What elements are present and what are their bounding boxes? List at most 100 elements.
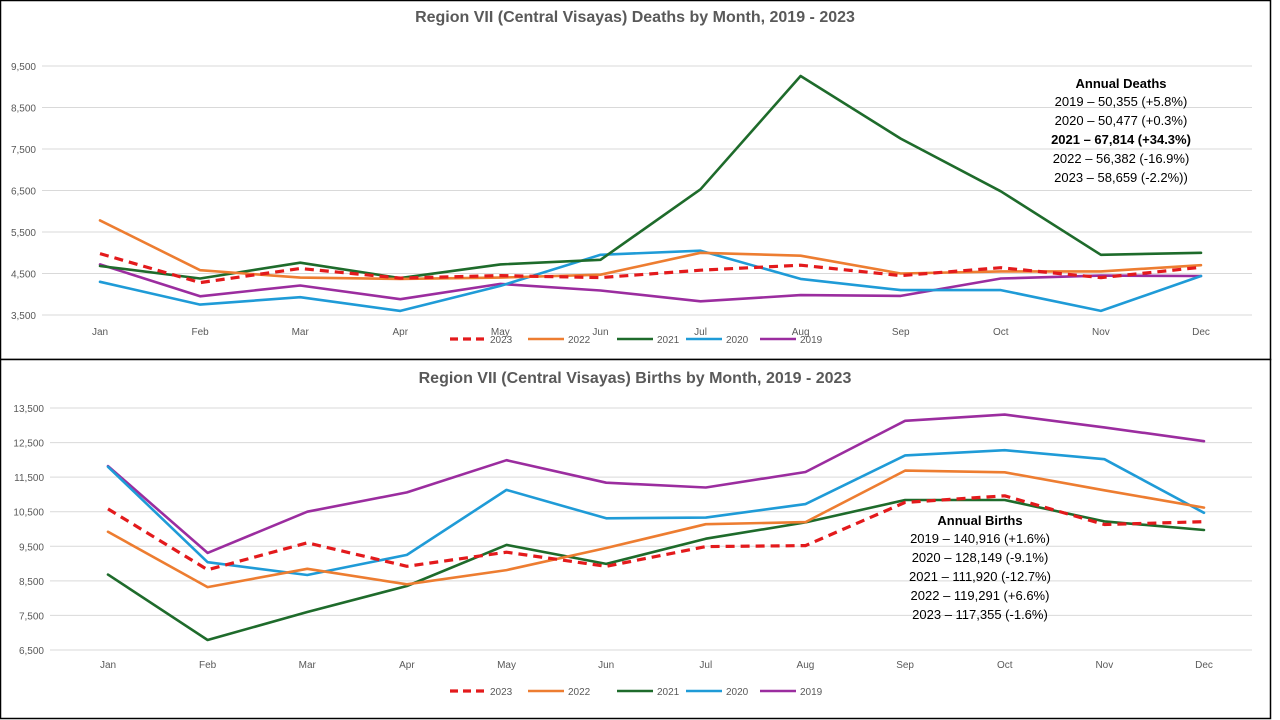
data-point-2023-May xyxy=(505,550,509,554)
data-point-2020-Jan xyxy=(106,465,110,469)
legend-label: 2019 xyxy=(800,335,823,346)
data-point-2021-Jul xyxy=(704,537,708,541)
data-point-2023-Jul xyxy=(704,545,708,549)
data-point-2022-Jan xyxy=(98,218,102,222)
data-point-2020-Aug xyxy=(803,502,807,506)
annotation-line: 2019 – 50,355 (+5.8%) xyxy=(1055,94,1188,109)
data-point-2023-Feb xyxy=(198,281,202,285)
data-point-2023-Nov xyxy=(1099,276,1103,280)
series-line-2023 xyxy=(107,494,1205,572)
annotation-line: 2020 – 128,149 (-9.1%) xyxy=(912,550,1049,565)
data-point-2023-Sep xyxy=(899,274,903,278)
x-tick-label: Nov xyxy=(1092,327,1110,338)
chart-frame xyxy=(0,358,1272,720)
data-point-2022-Nov xyxy=(1099,269,1103,273)
data-point-2019-Mar xyxy=(298,284,302,288)
legend-label: 2020 xyxy=(726,687,749,698)
data-point-2019-Sep xyxy=(899,294,903,298)
data-point-2019-Jul xyxy=(704,486,708,490)
legend-label: 2022 xyxy=(568,335,591,346)
legend-label: 2021 xyxy=(657,687,680,698)
annotation-line: 2023 – 58,659 (-2.2%)) xyxy=(1054,170,1188,185)
data-point-2021-Mar xyxy=(298,261,302,265)
y-tick-label: 7,500 xyxy=(11,145,36,156)
legend-item-2023: 2023 xyxy=(450,687,513,698)
data-point-2022-Nov xyxy=(1102,488,1106,492)
x-tick-label: Aug xyxy=(792,327,810,338)
data-point-2019-Oct xyxy=(1003,413,1007,417)
data-point-2023-Dec xyxy=(1202,520,1206,524)
series-line-2019 xyxy=(106,413,1206,555)
x-tick-label: Sep xyxy=(896,660,914,671)
y-tick-label: 9,500 xyxy=(19,542,44,553)
legend-item-2021: 2021 xyxy=(617,687,680,698)
data-point-2019-Aug xyxy=(803,470,807,474)
x-tick-label: Sep xyxy=(892,327,910,338)
data-point-2022-Mar xyxy=(305,567,309,571)
legend-label: 2022 xyxy=(568,687,591,698)
x-tick-label: Dec xyxy=(1192,327,1210,338)
data-point-2021-Jul xyxy=(699,187,703,191)
x-tick-label: Jul xyxy=(699,660,712,671)
series-line-2020 xyxy=(98,249,1203,313)
x-tick-label: Feb xyxy=(191,327,209,338)
legend-item-2019: 2019 xyxy=(760,687,823,698)
data-point-2021-Mar xyxy=(305,610,309,614)
chart-title: Region VII (Central Visayas) Deaths by M… xyxy=(415,9,855,26)
data-point-2023-Jan xyxy=(98,252,102,256)
x-tick-label: Jul xyxy=(694,327,707,338)
data-point-2023-Jul xyxy=(699,268,703,272)
legend-item-2022: 2022 xyxy=(528,335,591,346)
y-tick-label: 5,500 xyxy=(11,228,36,239)
data-point-2020-Sep xyxy=(899,288,903,292)
annotation-line: 2020 – 50,477 (+0.3%) xyxy=(1055,113,1188,128)
data-point-2022-Jul xyxy=(699,251,703,255)
data-point-2020-Mar xyxy=(305,573,309,577)
data-point-2020-Apr xyxy=(398,309,402,313)
annotation-title: Annual Births xyxy=(937,513,1022,528)
series-line-2021 xyxy=(106,498,1206,642)
data-point-2020-Dec xyxy=(1199,274,1203,278)
x-tick-label: May xyxy=(497,660,516,671)
data-point-2023-Dec xyxy=(1199,265,1203,269)
data-point-2019-Jun xyxy=(604,481,608,485)
data-point-2021-Feb xyxy=(198,276,202,280)
data-point-2021-Feb xyxy=(206,638,210,642)
data-point-2021-Sep xyxy=(899,137,903,141)
annotation-line: 2019 – 140,916 (+1.6%) xyxy=(910,531,1050,546)
data-point-2020-Aug xyxy=(799,277,803,281)
data-point-2022-Oct xyxy=(1003,470,1007,474)
data-point-2019-Apr xyxy=(398,297,402,301)
legend-item-2019: 2019 xyxy=(760,335,823,346)
data-point-2019-Feb xyxy=(198,294,202,298)
legend-label: 2019 xyxy=(800,687,823,698)
data-point-2023-Jun xyxy=(598,276,602,280)
series-line-2022 xyxy=(98,219,1203,281)
data-point-2020-Nov xyxy=(1099,309,1103,313)
x-tick-label: Apr xyxy=(399,660,415,671)
data-point-2020-Feb xyxy=(206,560,210,564)
series-line-2023 xyxy=(99,252,1202,285)
data-point-2021-Dec xyxy=(1202,528,1206,532)
y-tick-label: 6,500 xyxy=(11,187,36,198)
y-tick-label: 11,500 xyxy=(14,473,44,484)
x-tick-label: Jun xyxy=(592,327,608,338)
data-point-2019-Mar xyxy=(305,510,309,514)
annotation-line: 2021 – 111,920 (-12.7%) xyxy=(909,569,1051,584)
data-point-2023-Feb xyxy=(206,568,210,572)
legend-item-2022: 2022 xyxy=(528,687,591,698)
data-point-2020-Oct xyxy=(1003,448,1007,452)
data-point-2019-Jun xyxy=(598,289,602,293)
y-tick-label: 8,500 xyxy=(19,577,44,588)
data-point-2020-Sep xyxy=(903,453,907,457)
data-point-2023-Aug xyxy=(803,544,807,548)
data-point-2022-Feb xyxy=(206,585,210,589)
annotation-title: Annual Deaths xyxy=(1075,76,1166,91)
data-point-2023-Mar xyxy=(305,541,309,545)
legend-item-2021: 2021 xyxy=(617,335,680,346)
data-point-2022-Aug xyxy=(799,254,803,258)
data-point-2021-Oct xyxy=(1003,498,1007,502)
births-chart: Region VII (Central Visayas) Births by M… xyxy=(0,358,1272,720)
x-tick-label: Oct xyxy=(997,660,1013,671)
